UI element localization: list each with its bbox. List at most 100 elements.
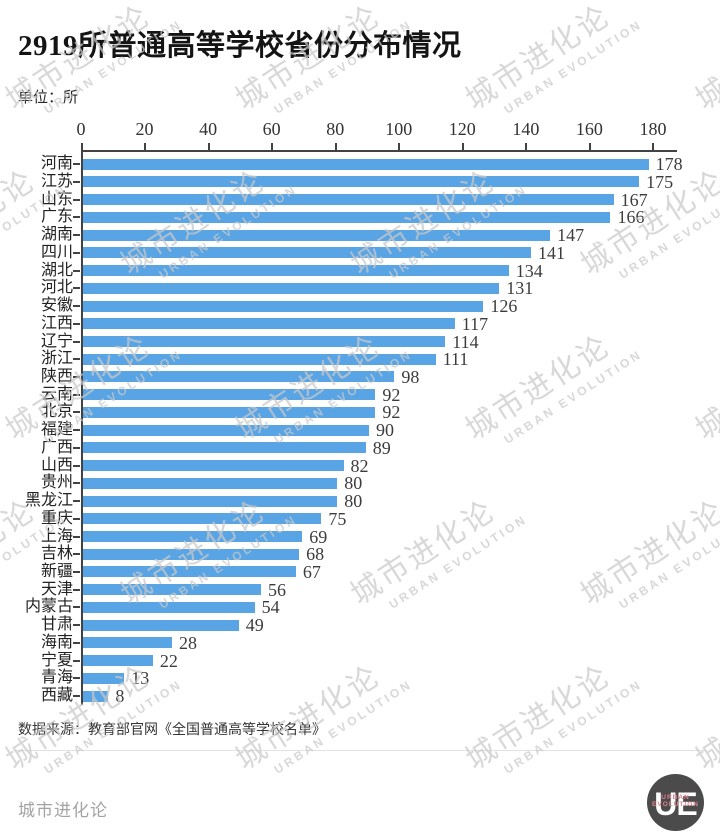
category-label: 辽宁 <box>40 332 73 350</box>
bar <box>83 477 338 489</box>
y-tick-mark <box>73 375 80 378</box>
y-tick-mark <box>73 305 80 308</box>
x-tick-mark <box>271 143 274 151</box>
category-label: 贵州 <box>40 474 73 492</box>
x-tick-label: 120 <box>448 119 476 139</box>
bar-chart: 0 20 40 60 80 100 120 140 160 180 河南 178 江苏 175 山东 167… <box>0 119 720 705</box>
bar-value-label: 147 <box>557 225 585 246</box>
category-label: 黑龙江 <box>24 492 73 510</box>
x-tick-label: 140 <box>512 119 540 139</box>
bar-value-label: 111 <box>442 349 469 370</box>
bar-value-label: 8 <box>115 686 125 707</box>
chart-row: 甘肃 49 <box>0 616 720 634</box>
chart-row: 江西 117 <box>0 315 720 333</box>
chart-row: 天津 56 <box>0 581 720 599</box>
x-tick-label: 20 <box>135 119 154 139</box>
x-tick-mark <box>334 143 337 151</box>
y-tick-mark <box>73 659 80 662</box>
x-tick-mark <box>525 143 528 151</box>
y-tick-mark <box>73 446 80 449</box>
y-tick-mark <box>73 517 80 520</box>
category-label: 天津 <box>40 580 73 598</box>
logo-subtext-line2: EVOLUTION <box>652 801 699 808</box>
category-label: 四川 <box>40 243 73 261</box>
category-label: 浙江 <box>40 350 73 368</box>
bar-value-label: 114 <box>452 331 479 352</box>
chart-row: 贵州 80 <box>0 474 720 492</box>
bar-value-label: 28 <box>178 632 197 653</box>
chart-row: 内蒙古 54 <box>0 598 720 616</box>
category-label: 福建 <box>40 421 73 439</box>
chart-row: 山西 82 <box>0 457 720 475</box>
bar <box>83 265 509 277</box>
bar <box>83 442 366 454</box>
unit-label: 单位：所 <box>18 90 79 106</box>
y-axis-line <box>81 150 83 705</box>
bar-value-label: 80 <box>344 473 363 494</box>
y-tick-mark <box>73 606 80 609</box>
chart-row: 重庆 75 <box>0 510 720 528</box>
y-tick-mark <box>73 624 80 627</box>
x-tick-label: 60 <box>262 119 281 139</box>
y-tick-mark <box>73 570 80 573</box>
y-tick-mark <box>73 216 80 219</box>
category-label: 甘肃 <box>40 616 73 634</box>
chart-row: 四川 141 <box>0 244 720 262</box>
bar-value-label: 80 <box>344 491 363 512</box>
category-label: 重庆 <box>40 509 73 527</box>
bar-value-label: 56 <box>267 579 286 600</box>
category-label: 西藏 <box>40 687 73 705</box>
bar <box>83 158 649 170</box>
bar <box>83 229 551 241</box>
logo-subtext: URBAN EVOLUTION <box>647 794 704 808</box>
y-tick-mark <box>73 695 80 698</box>
category-label: 江西 <box>40 314 73 332</box>
y-tick-mark <box>73 234 80 237</box>
bar <box>83 353 436 365</box>
source-note: 数据来源：教育部官网《全国普通高等学校名单》 <box>18 723 326 738</box>
bar <box>83 495 338 507</box>
bar <box>83 371 395 383</box>
category-label: 湖南 <box>40 226 73 244</box>
y-tick-mark <box>73 287 80 290</box>
bar-value-label: 131 <box>506 278 534 299</box>
bar-value-label: 75 <box>328 508 347 529</box>
brand-text: 城市进化论 <box>18 801 108 820</box>
page-title: 2919所普通高等学校省份分布情况 <box>18 30 462 62</box>
bar <box>83 584 261 596</box>
bar-value-label: 22 <box>159 650 178 671</box>
chart-row: 山东 167 <box>0 191 720 209</box>
category-label: 海南 <box>40 633 73 651</box>
y-tick-mark <box>73 535 80 538</box>
y-tick-mark <box>73 358 80 361</box>
y-tick-mark <box>73 641 80 644</box>
bar-value-label: 167 <box>620 189 648 210</box>
chart-row: 海南 28 <box>0 634 720 652</box>
chart-row: 河南 178 <box>0 155 720 173</box>
bar-value-label: 98 <box>401 366 420 387</box>
x-tick-mark <box>144 143 147 151</box>
bar-value-label: 13 <box>131 668 150 689</box>
y-tick-mark <box>73 198 80 201</box>
chart-row: 西藏 8 <box>0 687 720 705</box>
chart-row: 吉林 68 <box>0 545 720 563</box>
bar <box>83 176 640 188</box>
bar <box>83 513 322 525</box>
x-tick-label: 80 <box>326 119 345 139</box>
category-label: 云南 <box>40 385 73 403</box>
category-label: 安徽 <box>40 297 73 315</box>
x-tick-mark <box>652 143 655 151</box>
logo-subtext-line1: URBAN <box>661 794 690 801</box>
bar <box>83 389 376 401</box>
chart-row: 江苏 175 <box>0 173 720 191</box>
category-label: 河南 <box>40 155 73 173</box>
bar <box>83 690 109 702</box>
category-label: 北京 <box>40 403 73 421</box>
chart-row: 湖南 147 <box>0 226 720 244</box>
x-tick-mark <box>461 143 464 151</box>
bar-value-label: 166 <box>617 207 645 228</box>
category-label: 宁夏 <box>40 651 73 669</box>
bar-value-label: 90 <box>375 420 394 441</box>
bar <box>83 318 455 330</box>
bar <box>83 619 239 631</box>
